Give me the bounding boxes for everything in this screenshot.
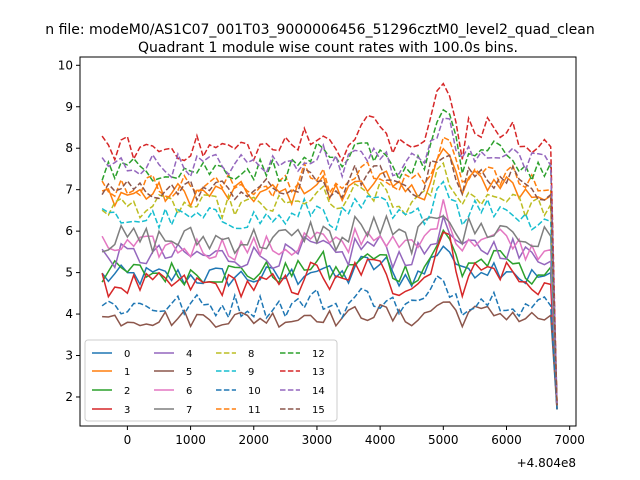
legend-label-8: 8 — [248, 349, 254, 360]
legend-label-1: 1 — [124, 367, 130, 378]
y-tick-label: 4 — [65, 307, 73, 321]
legend-label-7: 7 — [186, 405, 192, 416]
legend-label-13: 13 — [312, 367, 325, 378]
y-axis: 2 3 4 5 6 7 8 9 10 — [58, 58, 80, 404]
series-line-1 — [101, 147, 558, 406]
series-lines — [101, 82, 558, 410]
x-tick-label: 3000 — [302, 433, 333, 447]
series-line-7 — [101, 213, 558, 410]
y-tick-label: 2 — [65, 390, 73, 404]
legend-label-0: 0 — [124, 349, 130, 360]
series-line-12 — [101, 108, 558, 406]
legend-label-11: 11 — [248, 405, 261, 416]
x-tick-label: 2000 — [238, 433, 269, 447]
x-tick-label: 6000 — [491, 433, 522, 447]
series-line-15 — [101, 154, 558, 406]
y-tick-label: 8 — [65, 141, 73, 155]
series-line-14 — [101, 117, 558, 406]
series-line-9 — [101, 180, 558, 406]
y-tick-label: 7 — [65, 183, 73, 197]
x-offset-label: +4.804e8 — [517, 456, 576, 470]
plot-frame — [79, 56, 577, 427]
y-tick-label: 9 — [65, 100, 73, 114]
legend-label-14: 14 — [312, 386, 325, 397]
x-tick-label: 1000 — [175, 433, 206, 447]
y-tick-label: 5 — [65, 266, 73, 280]
x-tick-label: 4000 — [365, 433, 396, 447]
x-axis: 0 1000 2000 3000 4000 5000 6000 7000 — [124, 426, 585, 447]
x-tick-label: 0 — [124, 433, 132, 447]
y-tick-label: 3 — [65, 349, 73, 363]
series-line-10 — [101, 274, 558, 410]
legend-label-10: 10 — [248, 386, 261, 397]
x-tick-label: 5000 — [428, 433, 459, 447]
suptitle: n file: modeM0/AS1C07_001T03_9000006456_… — [45, 22, 594, 38]
y-tick-label: 6 — [65, 224, 73, 238]
y-tick-label: 10 — [58, 58, 73, 72]
legend-label-15: 15 — [312, 405, 325, 416]
legend-box — [84, 339, 338, 422]
legend-label-9: 9 — [248, 367, 254, 378]
legend-label-3: 3 — [124, 405, 130, 416]
x-tick-label: 7000 — [554, 433, 585, 447]
legend-label-4: 4 — [186, 349, 192, 360]
series-line-2 — [101, 228, 558, 410]
series-line-6 — [101, 199, 558, 406]
series-line-13 — [101, 82, 558, 406]
series-line-0 — [101, 245, 558, 410]
series-line-11 — [101, 136, 558, 406]
series-line-3 — [101, 231, 558, 410]
series-line-5 — [102, 301, 558, 410]
legend-label-2: 2 — [124, 386, 130, 397]
legend-label-12: 12 — [312, 349, 325, 360]
chart-title: Quadrant 1 module wise count rates with … — [138, 40, 518, 56]
legend-label-5: 5 — [186, 367, 192, 378]
legend-label-6: 6 — [186, 386, 192, 397]
